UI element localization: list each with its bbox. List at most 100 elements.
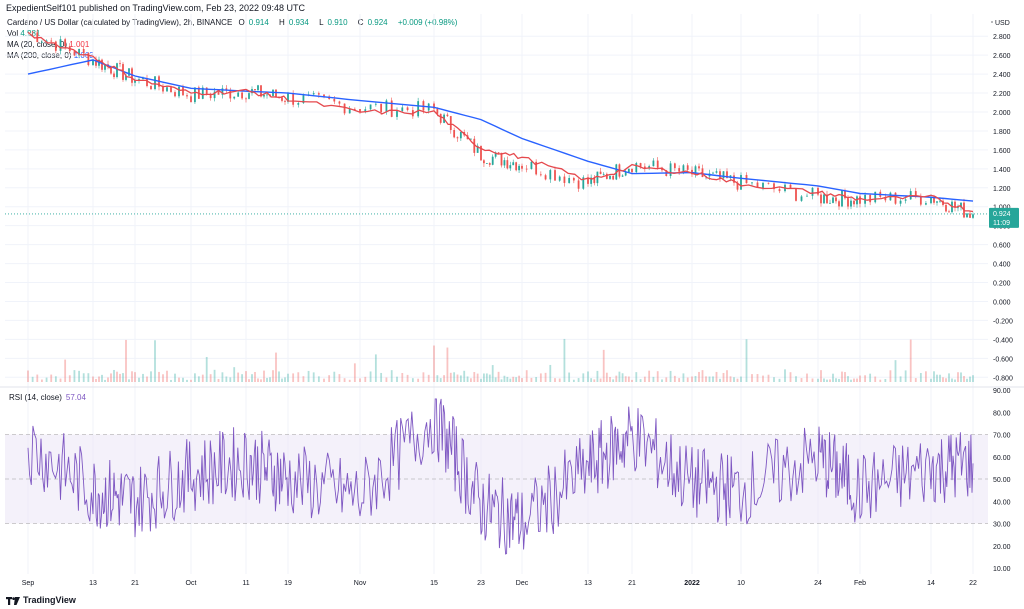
candle-body	[406, 107, 409, 111]
volume-bar	[131, 371, 133, 382]
candle-body	[835, 197, 837, 202]
volume-bar	[701, 370, 704, 382]
volume-bar	[317, 376, 320, 382]
volume-bar	[122, 373, 124, 382]
candle-body	[847, 198, 849, 207]
volume-bar	[292, 373, 295, 382]
candle-body	[380, 103, 383, 113]
candle-body	[480, 145, 482, 161]
volume-bar	[443, 375, 445, 382]
volume-bar	[209, 374, 212, 382]
candle-body	[719, 171, 721, 179]
candle-body	[162, 86, 164, 92]
candle-body	[593, 177, 596, 184]
volume-bar	[820, 370, 822, 382]
candle-body	[138, 79, 140, 81]
ma20-line	[27, 31, 974, 213]
candle-body	[241, 92, 243, 99]
volume-bar	[134, 372, 136, 382]
rsi-axis[interactable]: 90.00 80.00 70.00 60.00 50.00 40.00 30.00 20.00…	[993, 388, 1011, 573]
candle-body	[506, 160, 509, 169]
volume-bar	[733, 377, 735, 382]
candle-body	[686, 165, 689, 170]
volume-bar	[954, 379, 956, 382]
candle-body	[338, 101, 341, 104]
volume-bar	[353, 363, 356, 382]
candle-body	[582, 177, 585, 189]
candle-body	[275, 89, 277, 97]
rsi-tick-label: 20.00	[993, 544, 1011, 551]
candle-body	[41, 41, 43, 43]
candle-body	[933, 197, 935, 203]
candle-body	[178, 86, 180, 97]
candle-body	[27, 31, 29, 33]
volume-bar	[719, 378, 721, 382]
volume-bar	[491, 365, 494, 382]
candle-body	[832, 197, 834, 203]
volume-bar	[59, 378, 62, 382]
volume-bar	[333, 371, 336, 382]
candle-body	[612, 175, 615, 180]
candle-body	[859, 196, 861, 204]
tradingview-logo[interactable]: TradingView	[6, 595, 76, 605]
volume-bar	[535, 377, 538, 382]
volume-bar	[470, 378, 472, 382]
volume-bar	[170, 379, 172, 382]
candle-body	[92, 59, 94, 66]
price-axis[interactable]: 2.800 2.600 2.400 2.200 2.000 1.800 1.600 1.400…	[991, 21, 1013, 382]
legend-ma20-row[interactable]: MA (20, close, 0) 1.001	[7, 40, 90, 49]
volume-bar	[343, 378, 346, 382]
candle-body	[954, 201, 956, 208]
candle-body	[263, 95, 265, 97]
volume-bar	[686, 377, 689, 382]
candle-body	[73, 51, 76, 56]
candle-body	[396, 111, 398, 117]
volume-bar	[78, 370, 80, 382]
time-tick-label: 11	[242, 580, 249, 587]
volume-bar	[488, 374, 491, 382]
candle-body	[751, 182, 753, 184]
candle-body	[459, 132, 462, 139]
volume-bar	[257, 378, 259, 382]
volume-bar	[82, 373, 85, 382]
volume-bar	[544, 372, 547, 382]
candle-body	[678, 168, 681, 172]
volume-bar	[483, 373, 485, 382]
candle-body	[453, 130, 456, 138]
volume-bar	[348, 379, 351, 382]
candle-body	[869, 194, 872, 203]
candle-body	[969, 213, 971, 218]
volume-bar	[841, 371, 843, 382]
volume-bar	[178, 377, 180, 382]
volume-bar	[795, 376, 797, 382]
candle-body	[945, 205, 947, 212]
volume-bar	[68, 375, 71, 382]
time-axis[interactable]: Sep 13 21 Oct 11 19 Nov 15 23 Dec 13 21 2022 10 24 Feb 1…	[22, 580, 977, 587]
candle-body	[446, 114, 449, 117]
volume-bar	[612, 379, 615, 382]
volume-bar	[712, 376, 714, 382]
candle-body	[624, 172, 627, 176]
time-tick-label: 21	[131, 580, 139, 587]
candle-body	[182, 86, 184, 96]
volume-bar	[972, 375, 974, 382]
volume-bar	[577, 378, 580, 382]
volume-bar	[599, 378, 602, 382]
currency-label[interactable]: USD	[995, 20, 1010, 27]
candle-body	[572, 178, 575, 181]
volume-bar	[150, 371, 152, 382]
volume-bar	[726, 370, 728, 382]
volume-bar	[904, 370, 907, 382]
candle-body	[521, 165, 523, 169]
symbol-title[interactable]: Cardano / US Dollar (calculated by Tradi…	[7, 18, 233, 27]
volume-bar	[221, 372, 224, 382]
volume-bar	[832, 373, 834, 382]
volume-bar	[969, 376, 971, 382]
volume-bar	[197, 376, 200, 382]
volume-bar	[767, 374, 770, 382]
volume-bar	[729, 376, 732, 382]
volume-bar	[194, 373, 196, 382]
candle-body	[473, 138, 476, 153]
rsi-legend[interactable]: RSI (14, close) 57.04	[9, 393, 86, 402]
